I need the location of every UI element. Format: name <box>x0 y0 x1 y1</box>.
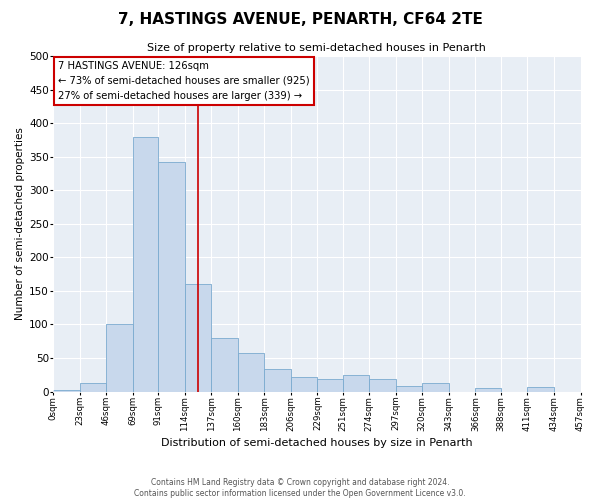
Title: Size of property relative to semi-detached houses in Penarth: Size of property relative to semi-detach… <box>148 42 486 52</box>
Bar <box>106 324 133 392</box>
Bar <box>396 386 422 392</box>
Bar <box>158 162 185 392</box>
Bar <box>291 377 317 392</box>
Bar <box>475 388 501 392</box>
Bar <box>264 370 291 392</box>
Bar <box>317 380 343 392</box>
Bar <box>53 390 80 392</box>
Bar <box>80 383 106 392</box>
Bar <box>211 338 238 392</box>
Bar <box>185 284 211 392</box>
Bar <box>422 383 449 392</box>
X-axis label: Distribution of semi-detached houses by size in Penarth: Distribution of semi-detached houses by … <box>161 438 473 448</box>
Bar <box>238 354 264 392</box>
Bar <box>343 374 370 392</box>
Bar <box>527 387 554 392</box>
Bar <box>133 136 158 392</box>
Text: 7 HASTINGS AVENUE: 126sqm
← 73% of semi-detached houses are smaller (925)
27% of: 7 HASTINGS AVENUE: 126sqm ← 73% of semi-… <box>58 61 310 100</box>
Text: 7, HASTINGS AVENUE, PENARTH, CF64 2TE: 7, HASTINGS AVENUE, PENARTH, CF64 2TE <box>118 12 482 28</box>
Bar <box>370 380 396 392</box>
Y-axis label: Number of semi-detached properties: Number of semi-detached properties <box>15 128 25 320</box>
Text: Contains HM Land Registry data © Crown copyright and database right 2024.
Contai: Contains HM Land Registry data © Crown c… <box>134 478 466 498</box>
